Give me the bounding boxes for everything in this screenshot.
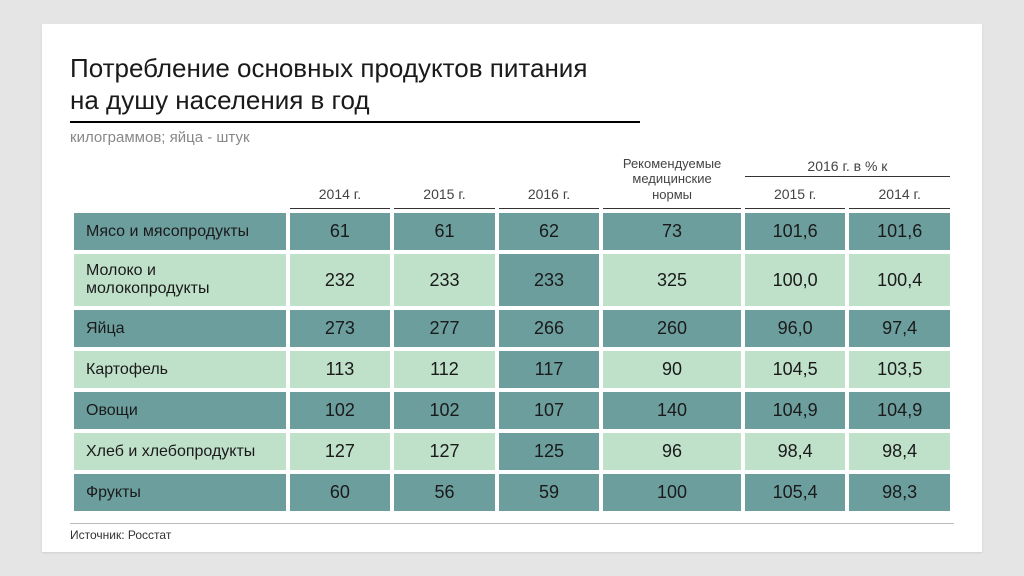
table-row: Фрукты605659100105,498,3 [74,474,950,511]
col-2016: 2016 г. [499,154,600,210]
row-value: 98,4 [849,433,950,470]
row-label: Картофель [74,351,286,388]
row-value: 325 [603,254,741,306]
row-value: 277 [394,310,495,347]
row-value: 266 [499,310,600,347]
row-value: 127 [290,433,391,470]
row-value: 260 [603,310,741,347]
row-label: Фрукты [74,474,286,511]
table-row: Яйца27327726626096,097,4 [74,310,950,347]
row-value: 97,4 [849,310,950,347]
row-value: 90 [603,351,741,388]
row-label: Молоко и молокопродукты [74,254,286,306]
col-2015: 2015 г. [394,154,495,210]
row-value: 112 [394,351,495,388]
row-value: 105,4 [745,474,846,511]
row-value: 100,0 [745,254,846,306]
row-value: 56 [394,474,495,511]
row-value: 104,9 [849,392,950,429]
row-label: Яйца [74,310,286,347]
row-value: 233 [394,254,495,306]
row-label: Мясо и мясопродукты [74,213,286,250]
row-value: 96,0 [745,310,846,347]
source-label: Источник: Росстат [70,523,954,542]
row-label: Хлеб и хлебопродукты [74,433,286,470]
col-pct-2015: 2015 г. [745,181,846,209]
row-value: 140 [603,392,741,429]
row-value: 233 [499,254,600,306]
row-value: 113 [290,351,391,388]
row-value: 96 [603,433,741,470]
row-value: 117 [499,351,600,388]
page-title: Потребление основных продуктов питания н… [70,52,954,117]
table-row: Молоко и молокопродукты232233233325100,0… [74,254,950,306]
table-row: Мясо и мясопродукты61616273101,6101,6 [74,213,950,250]
row-value: 59 [499,474,600,511]
row-value: 100,4 [849,254,950,306]
col-pct-2014: 2014 г. [849,181,950,209]
row-value: 102 [290,392,391,429]
table-card: Потребление основных продуктов питания н… [42,24,982,553]
subtitle: килограммов; яйца - штук [70,129,954,146]
food-table: 2014 г. 2015 г. 2016 г. Рекомендуемые ме… [70,150,954,516]
col-2014: 2014 г. [290,154,391,210]
row-value: 101,6 [849,213,950,250]
row-value: 101,6 [745,213,846,250]
row-value: 104,9 [745,392,846,429]
row-value: 100 [603,474,741,511]
row-value: 232 [290,254,391,306]
row-value: 61 [290,213,391,250]
title-line-2: на душу населения в год [70,84,954,117]
row-value: 98,4 [745,433,846,470]
title-line-1: Потребление основных продуктов питания [70,52,954,85]
row-value: 62 [499,213,600,250]
row-value: 273 [290,310,391,347]
row-value: 125 [499,433,600,470]
table-row: Хлеб и хлебопродукты1271271259698,498,4 [74,433,950,470]
row-value: 98,3 [849,474,950,511]
col-norms: Рекомендуемые медицинские нормы [603,154,741,210]
row-label: Овощи [74,392,286,429]
table-row: Картофель11311211790104,5103,5 [74,351,950,388]
table-row: Овощи102102107140104,9104,9 [74,392,950,429]
row-value: 102 [394,392,495,429]
row-value: 103,5 [849,351,950,388]
col-group-pct: 2016 г. в % к [745,154,950,178]
title-underline [70,121,640,123]
row-value: 104,5 [745,351,846,388]
row-value: 73 [603,213,741,250]
row-value: 107 [499,392,600,429]
row-value: 61 [394,213,495,250]
row-value: 60 [290,474,391,511]
row-value: 127 [394,433,495,470]
